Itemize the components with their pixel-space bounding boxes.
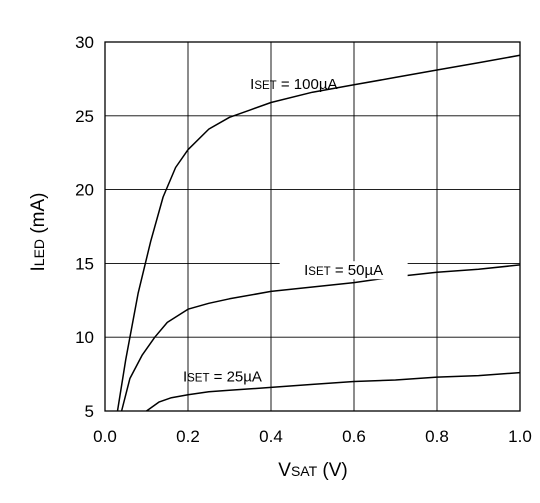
- tick-labels: 0.0 0.2 0.4 0.6 0.8 1.0 5 10 15 20 25 30: [75, 33, 532, 446]
- x-axis-title: VSAT (V): [278, 460, 348, 481]
- x-tick-label: 0.8: [425, 427, 449, 446]
- y-tick-label: 20: [75, 181, 94, 200]
- x-tick-label: 1.0: [508, 427, 532, 446]
- y-tick-label: 15: [75, 254, 94, 273]
- y-tick-label: 10: [75, 328, 94, 347]
- y-tick-label: 25: [75, 107, 94, 126]
- x-tick-label: 0.6: [342, 427, 366, 446]
- series-line-3: [146, 371, 521, 412]
- x-tick-label: 0.2: [176, 427, 200, 446]
- series-label-1: ISET = 100µA: [250, 76, 337, 93]
- series-label-backdrop: [279, 261, 408, 280]
- y-axis-title: ILED (mA): [28, 193, 49, 272]
- series-label-2: ISET = 50µA: [304, 262, 383, 279]
- series-line-2: [120, 264, 521, 412]
- series-line-1: [116, 54, 521, 412]
- y-tick-label: 30: [75, 33, 94, 52]
- x-tick-label: 0.0: [93, 427, 117, 446]
- x-tick-label: 0.4: [259, 427, 283, 446]
- series-labels: ISET = 100µA ISET = 50µA ISET = 25µA: [183, 76, 408, 385]
- curves: [116, 54, 521, 412]
- y-tick-label: 5: [85, 402, 94, 421]
- series-label-3: ISET = 25µA: [183, 368, 262, 385]
- plot-frame: [104, 41, 521, 412]
- grid: [104, 41, 521, 412]
